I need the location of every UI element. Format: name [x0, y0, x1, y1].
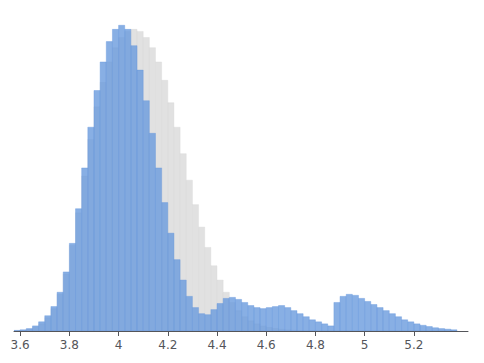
svg-text:4.6: 4.6 [257, 338, 276, 352]
svg-text:4.2: 4.2 [158, 338, 177, 352]
svg-text:4: 4 [115, 338, 123, 352]
svg-text:4.4: 4.4 [207, 338, 226, 352]
svg-text:3.8: 3.8 [60, 338, 79, 352]
svg-text:3.6: 3.6 [11, 338, 30, 352]
svg-text:5: 5 [361, 338, 369, 352]
svg-text:4.8: 4.8 [306, 338, 325, 352]
svg-text:5.2: 5.2 [404, 338, 423, 352]
